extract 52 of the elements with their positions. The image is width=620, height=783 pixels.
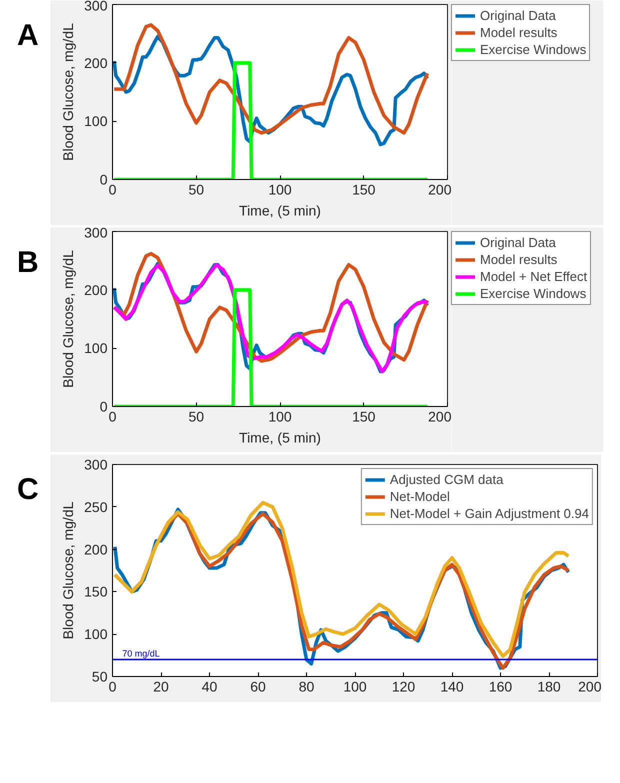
x-tick-label: 200 [578,678,602,694]
x-tick-label: 20 [153,678,169,694]
x-tick-label: 100 [268,182,292,198]
legend-label: Model results [480,252,558,267]
x-tick-label: 200 [428,408,452,424]
x-tick-label: 50 [188,182,204,198]
y-tick-label: 50 [92,668,108,684]
x-axis-title: Time, (5 min) [239,202,321,218]
text: B [17,245,39,281]
legend-label: Net-Model + Gain Adjustment 0.94 [390,506,589,521]
x-tick-label: 60 [250,678,266,694]
x-tick-label: 150 [352,182,376,198]
y-tick-label: 200 [84,541,108,558]
x-tick-label: 200 [428,182,452,198]
ref-line-label: 70 mg/dL [122,648,160,659]
legend-label: Original Data [480,8,556,23]
y-tick-label: 300 [84,0,108,14]
y-tick-label: 300 [84,224,108,240]
x-tick-label: 140 [440,678,464,694]
y-tick-label: 200 [84,282,108,298]
x-tick-label: 150 [352,408,376,424]
legend-label: Model results [480,25,558,40]
legend-label: Model + Net Effect [480,269,588,284]
y-axis-title: Blood Glucose, mg/dL [60,501,76,640]
legend-label: Adjusted CGM data [390,472,504,487]
x-tick-label: 160 [488,678,512,694]
y-axis-title: Blood Glucose, mg/dL [60,22,76,161]
y-tick-label: 0 [100,172,108,188]
text: C [17,472,39,508]
x-tick-label: 180 [537,678,561,694]
y-tick-label: 0 [100,398,108,414]
y-tick-label: 100 [84,626,108,642]
y-tick-label: 150 [84,584,108,600]
y-tick-label: 300 [84,456,108,472]
x-tick-label: 50 [188,408,204,424]
x-tick-label: 120 [392,678,416,694]
legend-label: Original Data [480,235,556,250]
y-tick-label: 100 [84,340,108,356]
line-series [112,23,430,135]
legend-label: Exercise Windows [480,42,586,57]
x-axis-title: Time, (5 min) [239,430,321,446]
x-tick-label: 80 [298,678,314,694]
text: A [17,18,39,54]
x-tick-label: 100 [343,678,367,694]
y-tick-label: 100 [84,113,108,130]
legend-label: Exercise Windows [480,286,586,301]
legend-label: Net-Model [390,489,450,504]
y-tick-label: 200 [84,54,108,71]
x-tick-label: 40 [202,678,218,694]
y-axis-title: Blood Glucose, mg/dL [60,250,76,388]
y-tick-label: 250 [84,498,108,515]
x-tick-label: 100 [268,408,292,424]
